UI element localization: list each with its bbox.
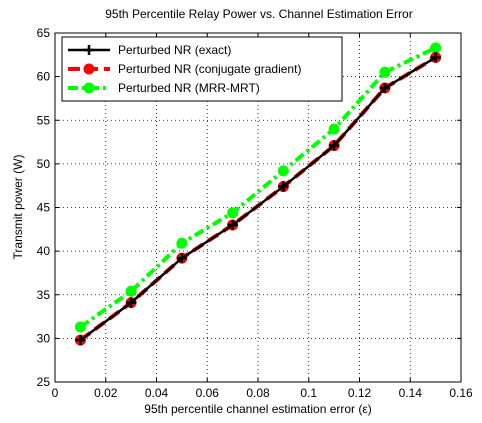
- legend-label: Perturbed NR (MRR-MRT): [118, 81, 260, 95]
- series-3: [74, 42, 442, 333]
- data-point: [227, 219, 238, 230]
- legend: Perturbed NR (exact) Perturbed NR (conjug…: [61, 36, 343, 102]
- chart-title: 95th Percentile Relay Power vs. Channel …: [105, 7, 412, 21]
- y-tick-label: 45: [37, 201, 51, 215]
- data-point: [126, 297, 137, 308]
- data-point: [75, 335, 86, 346]
- data-point: [430, 42, 442, 54]
- data-point: [125, 285, 137, 297]
- series-line: [79, 56, 437, 342]
- data-point: [176, 253, 187, 264]
- x-tick-label: 0: [52, 386, 59, 400]
- legend-marker: [83, 82, 95, 94]
- y-tick-label: 30: [37, 331, 51, 345]
- x-tick-label: 0.1: [300, 386, 317, 400]
- y-tick-label: 25: [37, 375, 51, 389]
- data-point: [329, 140, 340, 151]
- x-tick-label: 0.02: [94, 386, 118, 400]
- legend-label: Perturbed NR (conjugate gradient): [118, 62, 301, 76]
- x-tick-label: 0.14: [399, 386, 423, 400]
- data-point: [277, 165, 289, 177]
- legend-marker: [84, 45, 94, 55]
- x-tick-label: 0.08: [246, 386, 270, 400]
- y-tick-label: 60: [37, 70, 51, 84]
- x-tick-label: 0.04: [145, 386, 169, 400]
- data-point: [328, 123, 340, 135]
- data-point: [227, 207, 239, 219]
- legend-entry: Perturbed NR (exact): [68, 43, 231, 57]
- data-point: [430, 52, 441, 63]
- data-point: [74, 321, 86, 333]
- data-point: [278, 181, 289, 192]
- series-1: [75, 52, 441, 346]
- tick-labels: 0 0.02 0.04 0.06 0.08 0.1 0.12 0.14 0.16 25 30 35 40…: [37, 26, 473, 400]
- x-tick-label: 0.16: [449, 386, 473, 400]
- x-axis-label: 95th percentile channel estimation error…: [144, 402, 371, 416]
- y-tick-label: 35: [37, 288, 51, 302]
- series-layer: [74, 42, 442, 346]
- data-point: [176, 237, 188, 249]
- legend-entry: Perturbed NR (MRR-MRT): [68, 81, 260, 95]
- y-tick-label: 50: [37, 157, 51, 171]
- series-line: [79, 46, 437, 329]
- legend-entry: Perturbed NR (conjugate gradient): [68, 62, 301, 76]
- ticks: [54, 32, 462, 383]
- x-tick-label: 0.12: [348, 386, 372, 400]
- legend-marker: [83, 63, 95, 75]
- data-point: [379, 66, 391, 78]
- y-tick-label: 65: [37, 26, 51, 40]
- y-tick-label: 40: [37, 244, 51, 258]
- y-tick-label: 55: [37, 113, 51, 127]
- y-axis-label: Transmit power (W): [11, 155, 25, 260]
- data-point: [379, 82, 390, 93]
- x-tick-label: 0.06: [196, 386, 220, 400]
- legend-label: Perturbed NR (exact): [118, 43, 231, 57]
